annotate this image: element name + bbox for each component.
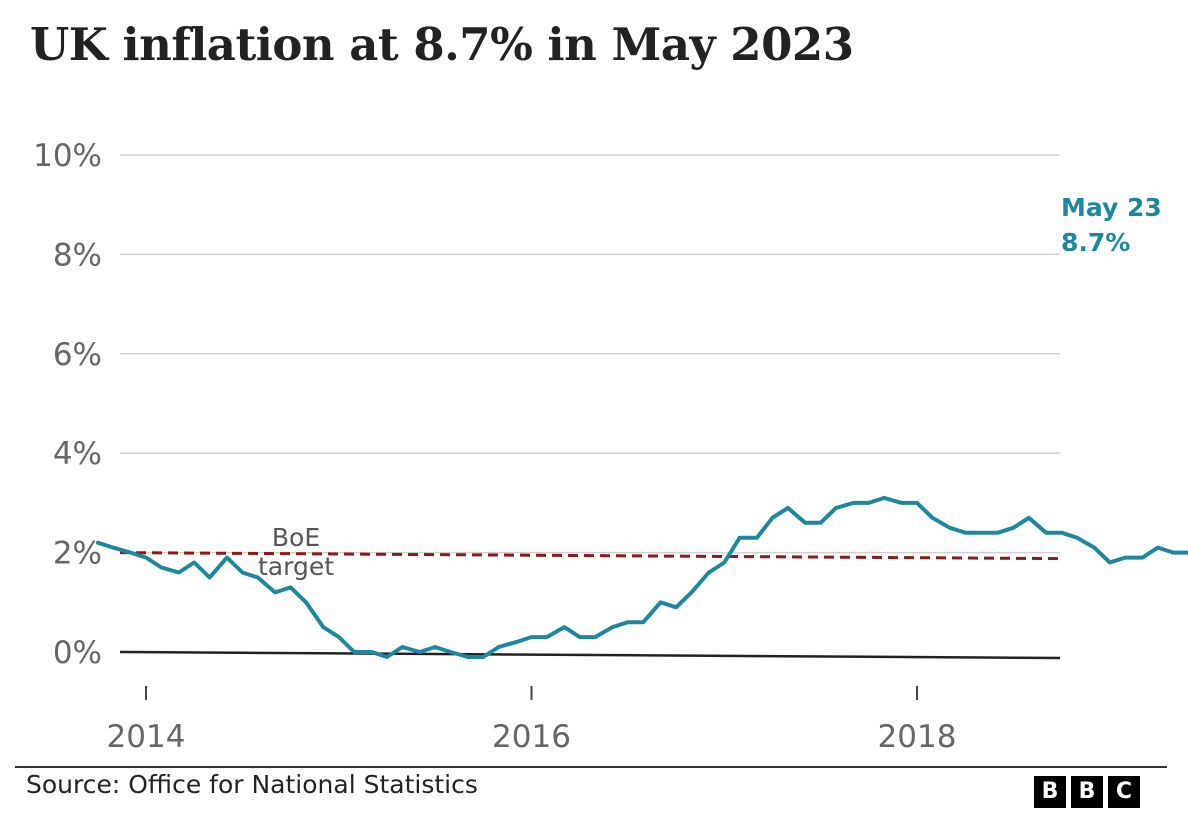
end-label-value: 8.7% [1061, 228, 1130, 257]
y-tick-label: 0% [53, 635, 102, 671]
end-label-date: May 23 [1061, 193, 1162, 222]
bbc-logo: B B C [1034, 776, 1140, 808]
boe-target-line [119, 551, 1061, 561]
footer-divider [15, 766, 1167, 768]
x-axis-tick-labels: 20142016201820202022 [107, 719, 957, 755]
y-tick-label: 10% [33, 138, 102, 174]
zero-baseline [119, 650, 1061, 660]
y-tick-label: 6% [53, 337, 102, 373]
x-axis-ticks [145, 686, 918, 700]
gridlines [120, 154, 1060, 554]
inflation-series-line [95, 495, 1188, 659]
y-axis-tick-labels: 0% 2% 4% 6% 8% 10% [33, 138, 102, 671]
chart-title: UK inflation at 8.7% in May 2023 [30, 18, 854, 71]
boe-target-label-line1: BoE [272, 523, 320, 552]
logo-letter-b1: B [1034, 776, 1066, 808]
source-note: Source: Office for National Statistics [26, 770, 478, 799]
x-tick-label: 2018 [878, 719, 957, 755]
y-tick-label: 2% [53, 536, 102, 572]
line-chart: 0%2%4%6%8%10% 20142016201820202022 BoE t… [33, 138, 1188, 755]
logo-letter-b2: B [1071, 776, 1103, 808]
boe-target-label-line2: target [258, 552, 334, 581]
y-tick-label: 8% [53, 237, 102, 273]
x-tick-label: 2014 [107, 719, 186, 755]
y-tick-label: 4% [53, 436, 102, 472]
x-tick-label: 2016 [492, 719, 571, 755]
logo-letter-c: C [1108, 776, 1140, 808]
